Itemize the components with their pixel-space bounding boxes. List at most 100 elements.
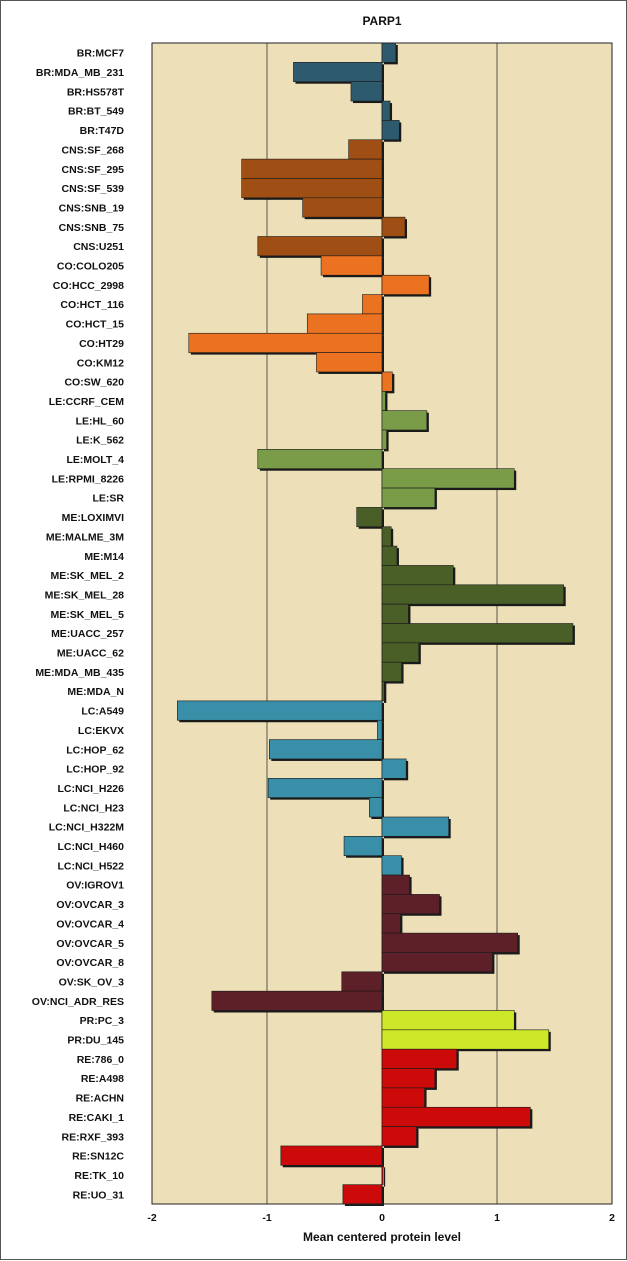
category-label: CO:HCT_116 xyxy=(60,299,124,311)
bar xyxy=(381,526,392,547)
category-label: CNS:U251 xyxy=(73,241,124,253)
category-label: LE:RPMI_8226 xyxy=(52,473,125,485)
category-label: BR:T47D xyxy=(80,125,125,137)
bar xyxy=(356,507,383,528)
chart-title: PARP1 xyxy=(362,14,401,28)
category-label: ME:MDA_N xyxy=(67,686,124,698)
category-label: RE:CAKI_1 xyxy=(69,1112,125,1124)
bar xyxy=(381,874,410,895)
category-label: BR:HS578T xyxy=(67,86,125,98)
category-label: ME:UACC_257 xyxy=(51,628,124,640)
category-label: LE:HL_60 xyxy=(76,415,125,427)
bar xyxy=(381,1165,384,1185)
bar xyxy=(369,797,383,818)
category-label: LE:MOLT_4 xyxy=(66,454,124,466)
x-tick-labels: -2 -1 0 1 2 xyxy=(147,1212,615,1224)
bar xyxy=(350,81,383,102)
bar xyxy=(280,1145,383,1166)
category-label: CNS:SF_268 xyxy=(62,144,125,156)
bar xyxy=(293,62,383,82)
category-label: BR:MDA_MB_231 xyxy=(36,67,124,79)
category-label: RE:786_0 xyxy=(77,1054,124,1066)
category-label: PR:DU_145 xyxy=(67,1035,124,1047)
bar xyxy=(381,1106,531,1127)
bar xyxy=(381,855,402,876)
category-label: LC:HOP_62 xyxy=(66,744,124,756)
category-label: ME:LOXIMVI xyxy=(62,512,124,524)
category-label: BR:BT_549 xyxy=(68,106,124,118)
category-label: LC:NCI_H226 xyxy=(57,783,124,795)
bar xyxy=(211,990,383,1011)
category-label: CO:SW_620 xyxy=(64,377,124,389)
bar xyxy=(320,255,383,276)
bar xyxy=(381,1126,417,1147)
bar xyxy=(381,429,387,450)
x-tick-label: 1 xyxy=(494,1212,500,1224)
bar xyxy=(381,42,397,63)
bar xyxy=(316,352,383,373)
bar xyxy=(381,565,454,586)
category-label: LC:A549 xyxy=(81,706,124,718)
category-label: ME:SK_MEL_28 xyxy=(45,589,125,601)
category-label: CO:COLO205 xyxy=(57,261,124,273)
category-label: OV:OVCAR_8 xyxy=(56,957,124,969)
category-label: LE:CCRF_CEM xyxy=(49,396,125,408)
category-label: LC:NCI_H322M xyxy=(49,822,125,834)
category-label: LC:NCI_H460 xyxy=(57,841,124,853)
bar xyxy=(381,1010,515,1031)
bar xyxy=(381,120,400,141)
category-label: OV:NCI_ADR_RES xyxy=(32,996,124,1008)
category-label: PR:PC_3 xyxy=(80,1015,125,1027)
category-label: CO:KM12 xyxy=(77,357,124,369)
bar xyxy=(342,1184,383,1205)
category-label: ME:SK_MEL_5 xyxy=(50,609,124,621)
bar xyxy=(268,739,383,760)
bar xyxy=(381,1029,550,1050)
category-label: ME:MALME_3M xyxy=(46,531,124,543)
bar xyxy=(177,700,383,721)
plot-border xyxy=(151,42,613,1205)
bar xyxy=(241,158,383,179)
category-label: CO:HCC_2998 xyxy=(53,280,124,292)
category-label: OV:IGROV1 xyxy=(66,880,124,892)
x-tick-label: 0 xyxy=(379,1212,385,1224)
x-tick-label: 2 xyxy=(609,1212,615,1224)
category-label: LC:EKVX xyxy=(78,725,124,737)
bar xyxy=(381,584,564,605)
bar xyxy=(381,1048,458,1069)
bar xyxy=(381,274,430,295)
bar xyxy=(381,913,401,934)
bars xyxy=(177,42,575,1206)
category-label: BR:MCF7 xyxy=(77,48,124,60)
bar xyxy=(381,932,518,953)
bar xyxy=(257,236,383,257)
bar-shadow xyxy=(384,1167,386,1187)
category-label: RE:UO_31 xyxy=(73,1189,125,1201)
category-label: CNS:SF_295 xyxy=(62,164,125,176)
bar xyxy=(381,758,407,779)
category-label: CNS:SF_539 xyxy=(62,183,125,195)
bar xyxy=(306,313,383,334)
x-tick-label: -1 xyxy=(262,1212,271,1224)
category-label: RE:ACHN xyxy=(76,1093,124,1105)
bar xyxy=(381,1068,436,1089)
category-label: RE:RXF_393 xyxy=(62,1131,125,1143)
bar xyxy=(381,894,440,915)
bar xyxy=(362,294,383,315)
bar xyxy=(381,816,449,837)
category-label: CO:HT29 xyxy=(79,338,124,350)
category-label: OV:SK_OV_3 xyxy=(59,976,125,988)
bar xyxy=(381,603,409,624)
bar xyxy=(377,719,383,740)
bar xyxy=(381,390,386,411)
x-tick-label: -2 xyxy=(147,1212,156,1224)
category-label: LE:K_562 xyxy=(76,435,124,447)
bar xyxy=(381,681,385,702)
bar xyxy=(341,971,383,992)
bar xyxy=(302,197,383,218)
category-label: CNS:SNB_19 xyxy=(59,202,125,214)
category-label: OV:OVCAR_5 xyxy=(56,938,124,950)
category-label: LC:NCI_H522 xyxy=(57,860,124,872)
category-label: RE:A498 xyxy=(81,1073,124,1085)
